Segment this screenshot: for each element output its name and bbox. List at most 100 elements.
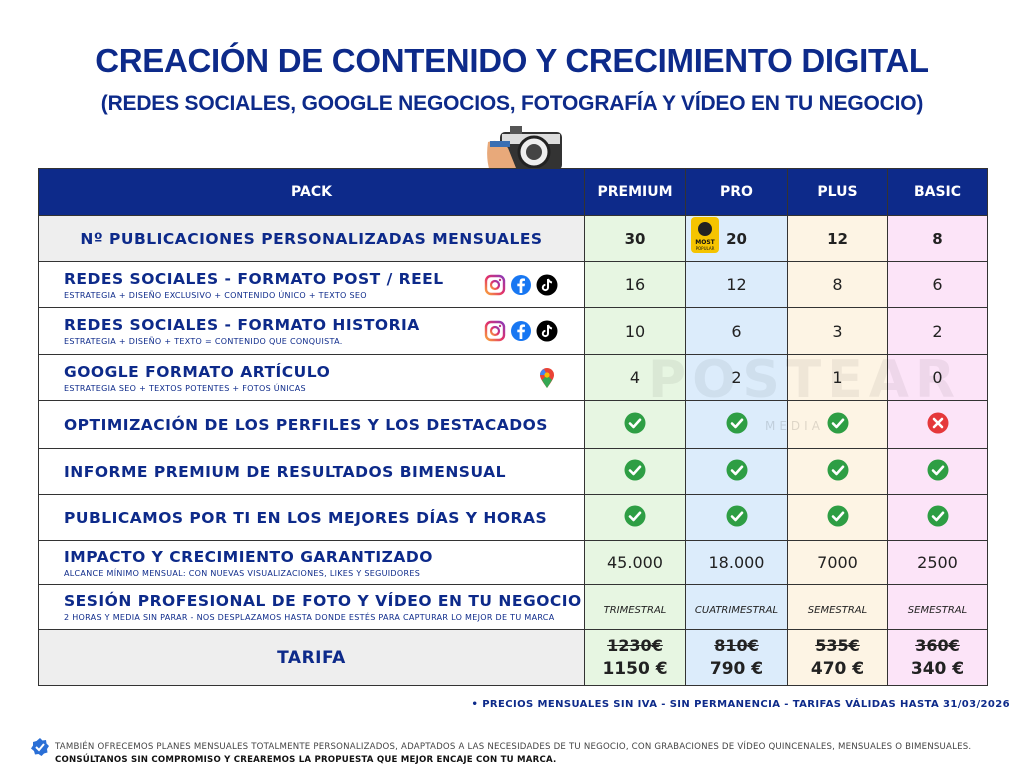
- icon-group: [536, 367, 558, 389]
- check-icon: [927, 505, 948, 526]
- icon-group: [484, 320, 558, 342]
- facebook-icon: [511, 274, 531, 295]
- column-header: PLUS: [787, 168, 888, 216]
- table-row: REDES SOCIALES - FORMATO HISTORIA ESTRATE…: [38, 307, 988, 355]
- row-note: 2 HORAS Y MEDIA SIN PARAR - NOS DESPLAZA…: [64, 613, 555, 622]
- cell-value: 10: [624, 321, 646, 341]
- value-cell: 2: [685, 354, 788, 401]
- badge-text: MOST: [695, 239, 715, 246]
- cell-value: 1: [832, 368, 843, 387]
- value-cell: [787, 448, 888, 495]
- value-cell: 6: [887, 261, 988, 308]
- subtitle: (REDES SOCIALES, GOOGLE NEGOCIOS, FOTOGR…: [100, 92, 924, 115]
- price: 470 €: [810, 659, 865, 679]
- table-row: OPTIMIZACIÓN DE LOS PERFILES Y LOS DESTA…: [38, 400, 988, 449]
- cell-value: 16: [624, 275, 646, 294]
- row-label-cell: INFORME PREMIUM DE RESULTADOS BIMENSUAL: [38, 448, 585, 495]
- value-cell: 1230€ 1150 €: [584, 629, 686, 686]
- bottom-note-bold: CONSÚLTANOS SIN COMPROMISO Y CREAREMOS L…: [55, 755, 557, 765]
- value-cell: 4: [584, 354, 686, 401]
- row-label: Nº PUBLICACIONES PERSONALIZADAS MENSUALE…: [80, 229, 543, 248]
- value-cell: 8: [787, 261, 888, 308]
- price: 1150 €: [602, 659, 668, 679]
- value-cell: 16: [584, 261, 686, 308]
- badge-medal: [696, 220, 714, 238]
- value-cell: [887, 400, 988, 449]
- cell-value: 20: [726, 230, 747, 248]
- value-cell: 7000: [787, 540, 888, 585]
- check-icon: [927, 459, 948, 480]
- table-row: PUBLICAMOS POR TI EN LOS MEJORES DÍAS Y …: [38, 494, 988, 541]
- title: CREACIÓN DE CONTENIDO Y CRECIMIENTO DIGI…: [95, 42, 929, 79]
- camera-illustration: [487, 126, 562, 190]
- check-icon: [827, 412, 848, 433]
- footnote: • PRECIOS MENSUALES SIN IVA - SIN PERMAN…: [471, 699, 1010, 710]
- value-cell: 12: [685, 261, 788, 308]
- row-label-cell: REDES SOCIALES - FORMATO HISTORIA ESTRATE…: [38, 307, 585, 355]
- check-icon: [726, 459, 747, 480]
- value-cell: 18.000: [685, 540, 788, 585]
- tiktok-icon: [536, 274, 558, 295]
- value-cell: 1: [787, 354, 888, 401]
- table-row: IMPACTO Y CRECIMIENTO GARANTIZADO ALCANCE…: [38, 540, 988, 585]
- row-label-cell: GOOGLE FORMATO ARTÍCULO ESTRATEGIA SEO + …: [38, 354, 585, 401]
- table-row: Nº PUBLICACIONES PERSONALIZADAS MENSUALE…: [38, 215, 988, 262]
- tiktok-icon: [536, 320, 558, 342]
- cell-value: 12: [827, 230, 848, 248]
- cell-value: 2500: [917, 553, 958, 572]
- row-note: ESTRATEGIA + DISEÑO EXCLUSIVO + CONTENID…: [64, 290, 367, 300]
- check-icon: [827, 459, 848, 480]
- value-cell: 20 MOST POPULAR: [685, 215, 788, 262]
- row-label: IMPACTO Y CRECIMIENTO GARANTIZADO: [64, 547, 433, 566]
- row-note: ESTRATEGIA + DISEÑO + TEXTO = CONTENIDO …: [64, 337, 343, 346]
- value-cell: SEMESTRAL: [787, 584, 888, 630]
- cell-value: SEMESTRAL: [907, 604, 968, 616]
- value-cell: 3: [787, 307, 888, 355]
- value-cell: 30: [584, 215, 686, 262]
- row-label: REDES SOCIALES - FORMATO POST / REEL: [64, 269, 444, 288]
- icon-group: [484, 274, 558, 296]
- verified-icon: [31, 738, 49, 756]
- table-row: GOOGLE FORMATO ARTÍCULO ESTRATEGIA SEO + …: [38, 354, 988, 401]
- check-icon: [624, 505, 646, 526]
- row-label-cell: Nº PUBLICACIONES PERSONALIZADAS MENSUALE…: [38, 215, 585, 262]
- value-cell: [584, 400, 686, 449]
- instagram-icon: [484, 274, 506, 295]
- table-row: REDES SOCIALES - FORMATO POST / REEL ESTR…: [38, 261, 988, 308]
- maps-icon: [540, 367, 554, 388]
- pricing-table: PACK PREMIUM PRO PLUS BASIC Nº PUBLICACIONES …: [38, 168, 988, 686]
- cell-value: 18.000: [708, 553, 765, 572]
- row-label-cell: REDES SOCIALES - FORMATO POST / REEL ESTR…: [38, 261, 585, 308]
- value-cell: [685, 400, 788, 449]
- value-cell: [887, 494, 988, 541]
- row-note: ESTRATEGIA SEO + TEXTOS POTENTES + FOTOS…: [64, 383, 306, 393]
- cell-value: 6: [932, 275, 943, 294]
- old-price: 810€: [714, 636, 759, 655]
- cell-value: 2: [932, 321, 943, 341]
- cell-value: 30: [624, 230, 646, 248]
- cell-value: SEMESTRAL: [807, 604, 868, 616]
- cell-value: 0: [932, 368, 943, 387]
- value-cell: 10: [584, 307, 686, 355]
- price: 340 €: [910, 659, 965, 679]
- value-cell: CUATRIMESTRAL: [685, 584, 788, 630]
- old-price: 535€: [815, 636, 860, 655]
- value-cell: [887, 448, 988, 495]
- value-cell: SEMESTRAL: [887, 584, 988, 630]
- check-icon: [726, 505, 747, 526]
- popular-badge: MOST POPULAR: [691, 217, 719, 253]
- old-price: 1230€: [607, 636, 663, 655]
- old-price: 360€: [915, 636, 960, 655]
- value-cell: TRIMESTRAL: [584, 584, 686, 630]
- value-cell: 8: [887, 215, 988, 262]
- row-label-cell: SESIÓN PROFESIONAL DE FOTO Y VÍDEO EN TU…: [38, 584, 585, 630]
- cell-value: 4: [629, 368, 641, 387]
- row-label: SESIÓN PROFESIONAL DE FOTO Y VÍDEO EN TU…: [64, 592, 582, 610]
- table-row: SESIÓN PROFESIONAL DE FOTO Y VÍDEO EN TU…: [38, 584, 988, 630]
- value-cell: 2: [887, 307, 988, 355]
- bottom-note: TAMBIÉN OFRECEMOS PLANES MENSUALES TOTAL…: [55, 742, 972, 752]
- cell-value: 8: [932, 230, 943, 248]
- column-header: PREMIUM: [584, 168, 686, 216]
- row-label-cell: IMPACTO Y CRECIMIENTO GARANTIZADO ALCANCE…: [38, 540, 585, 585]
